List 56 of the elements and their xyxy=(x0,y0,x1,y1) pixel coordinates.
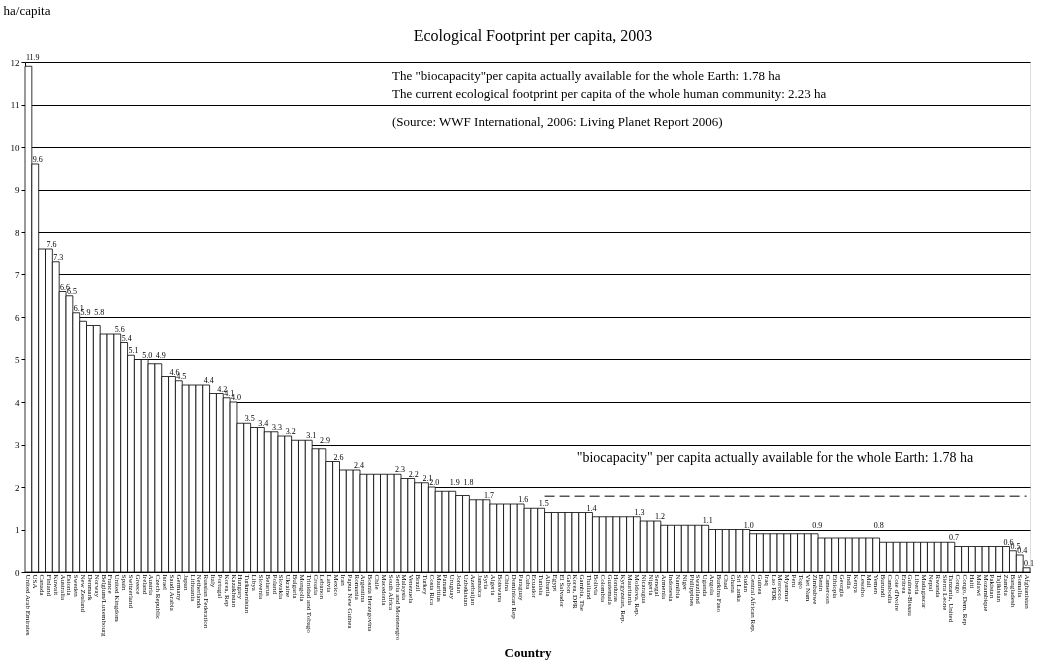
data-label: 5.4 xyxy=(121,333,132,343)
y-axis-title: ha/capita xyxy=(3,2,51,18)
data-label: 1.5 xyxy=(538,499,549,509)
data-label: 5.6 xyxy=(114,325,125,334)
y-tick-label: 0 xyxy=(15,567,20,578)
y-tick-label: 10 xyxy=(10,142,20,153)
data-label: 0.1 xyxy=(1024,558,1035,568)
ref-line-label: "biocapacity" per capita actually available for the whole Earth: 1.78 ha xyxy=(576,450,975,466)
chart-title: Ecological Footprint per capita, 2003 xyxy=(413,27,653,45)
data-label: 5.0 xyxy=(142,350,153,360)
data-label: 11.9 xyxy=(25,53,40,62)
data-label: 0.8 xyxy=(873,520,884,530)
data-label: 1.6 xyxy=(518,495,529,504)
y-tick-label: 8 xyxy=(15,227,20,238)
annotation: The "biocapacity"per capita actually available for the whole Earth: 1.78 ha xyxy=(392,68,781,83)
data-label: 1.2 xyxy=(654,512,665,521)
data-label: 5.8 xyxy=(94,308,105,317)
data-label: 4.9 xyxy=(155,350,166,360)
data-label: 2.4 xyxy=(354,461,365,470)
y-tick-label: 12 xyxy=(10,57,20,68)
data-label: 0.9 xyxy=(812,520,823,530)
data-label: 0.7 xyxy=(948,533,959,543)
data-label: 1.9 xyxy=(449,478,460,487)
data-label: 3.4 xyxy=(258,418,269,428)
y-tick-label: 2 xyxy=(15,482,20,493)
data-label: 4.0 xyxy=(231,393,242,402)
annotation: (Source: WWF International, 2006: Living Planet Report 2006) xyxy=(392,114,723,129)
y-tick-label: 5 xyxy=(15,355,20,365)
data-label: 3.2 xyxy=(285,427,296,436)
x-axis-title: Country xyxy=(504,644,552,660)
data-label: 7.3 xyxy=(53,252,64,262)
data-label: 2.6 xyxy=(333,452,344,462)
data-label: 1.3 xyxy=(634,507,645,517)
y-tick-label: 4 xyxy=(15,397,20,408)
data-label: 1.4 xyxy=(586,503,597,513)
data-label: 3.5 xyxy=(244,414,255,424)
data-label: 1.1 xyxy=(702,516,713,526)
y-tick-label: 6 xyxy=(15,312,20,323)
annotation: The current ecological footprint per capita of the whole human community: 2.23 ha xyxy=(392,86,827,101)
y-tick-label: 9 xyxy=(15,185,20,195)
data-label: 1.0 xyxy=(743,520,754,530)
data-label: 4.4 xyxy=(203,376,214,385)
data-label: 1.7 xyxy=(483,490,494,500)
y-tick-label: 1 xyxy=(15,525,20,535)
data-label: 9.6 xyxy=(32,155,43,164)
y-tick-label: 11 xyxy=(10,100,20,110)
data-label: 5.1 xyxy=(128,346,139,356)
data-label: 1.8 xyxy=(463,478,474,487)
data-label: 2.2 xyxy=(408,469,419,479)
data-label: 3.1 xyxy=(306,431,317,441)
data-label: 7.6 xyxy=(46,240,57,249)
y-tick-label: 7 xyxy=(15,270,20,280)
data-label: 2.9 xyxy=(319,435,330,445)
data-label: 2.3 xyxy=(395,465,406,475)
y-tick-label: 3 xyxy=(15,440,20,450)
data-label: 3.3 xyxy=(272,422,283,432)
